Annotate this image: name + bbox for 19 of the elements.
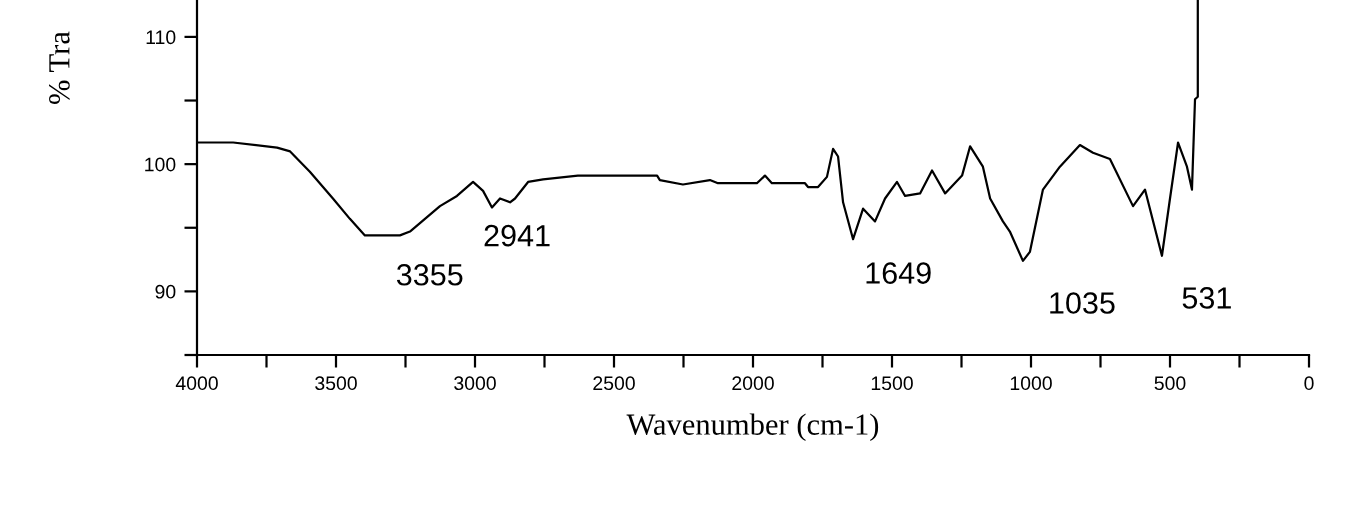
y-tick-label: 110 — [146, 30, 176, 45]
annotation: 1035 — [1050, 292, 1115, 314]
x-tick-label: 500 — [1154, 376, 1186, 391]
x-axis-title: Wavenumber (cm-1) — [626, 413, 879, 442]
annotation: 2941 — [484, 224, 550, 247]
x-tick-label: 3500 — [315, 376, 357, 391]
annotation: 3355 — [396, 263, 463, 286]
y-tick-label: 100 — [145, 157, 176, 172]
x-tick-label: 4000 — [175, 376, 218, 391]
y-axis-title: % Tra — [49, 31, 70, 104]
x-tick-label: 2000 — [732, 376, 774, 391]
x-tick-label: 1500 — [871, 376, 913, 391]
x-tick-label: 3000 — [454, 376, 496, 391]
x-tick-label: 2500 — [593, 376, 635, 391]
x-tick-label: 1000 — [1010, 376, 1052, 391]
x-tick-label: 0 — [1304, 376, 1314, 391]
y-tick-label: 90 — [155, 284, 176, 299]
annotation: 1649 — [866, 262, 931, 284]
annotation: 531 — [1182, 287, 1231, 309]
